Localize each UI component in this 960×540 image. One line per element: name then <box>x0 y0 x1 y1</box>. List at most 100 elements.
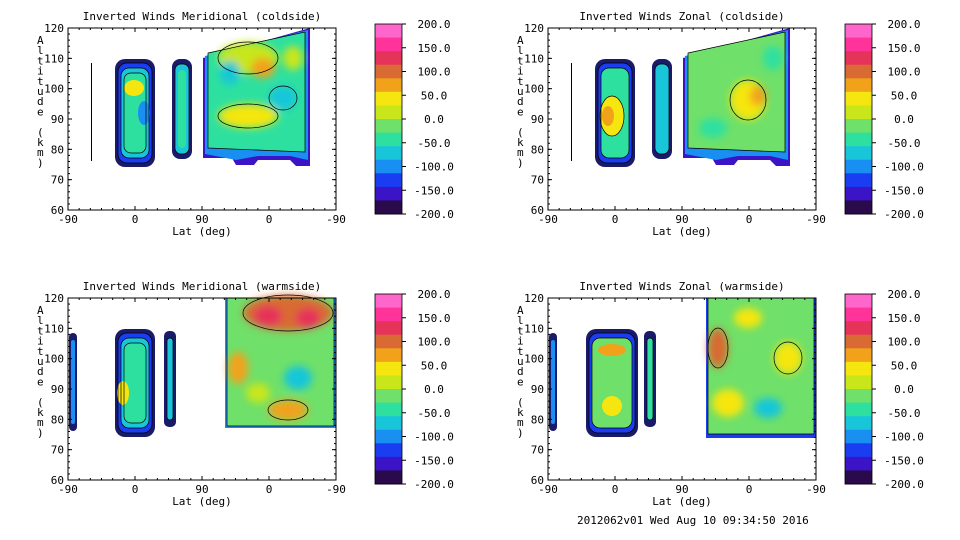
colorbar-swatch <box>375 307 402 322</box>
x-axis-label: Lat (deg) <box>652 495 712 508</box>
contour-band <box>571 63 572 161</box>
x-tick-label: -90 <box>538 483 558 496</box>
x-tick-label: 90 <box>195 483 208 496</box>
x-tick-label: 90 <box>195 213 208 226</box>
y-tick-label: 110 <box>44 322 64 335</box>
colorbar-swatch <box>375 159 402 174</box>
colorbar-swatch <box>375 389 402 404</box>
colorbar: 200.0 150.0 100.0 50.0 0.0 -50.0 -100.0 -150.0 -… <box>844 288 924 491</box>
contour-band <box>124 80 144 96</box>
colorbar-swatch <box>845 416 872 431</box>
colorbar-label: 100.0 <box>887 66 920 79</box>
x-axis-label: Lat (deg) <box>652 225 712 238</box>
x-tick-label: 0 <box>746 213 753 226</box>
y-tick-label: 80 <box>531 413 544 426</box>
panel-title: Inverted Winds Zonal (warmside) <box>579 280 784 293</box>
contour-lines <box>117 31 306 164</box>
contour-field <box>571 28 790 167</box>
colorbar-swatch <box>375 416 402 431</box>
colorbar-label: 150.0 <box>887 312 920 325</box>
y-tick-label: 70 <box>51 444 64 457</box>
y-tick-label: 100 <box>44 83 64 96</box>
colorbar-label: -100.0 <box>884 161 924 174</box>
contour-field <box>69 294 336 437</box>
x-tick-label: -90 <box>326 213 346 226</box>
colorbar-swatch <box>375 334 402 349</box>
contour-blend <box>228 295 333 420</box>
contour-band <box>138 101 150 125</box>
colorbar-swatch <box>375 105 402 120</box>
colorbar-swatch <box>375 37 402 52</box>
colorbar-swatch <box>845 24 872 39</box>
colorbar-label: 200.0 <box>887 288 920 301</box>
x-tick-label: 0 <box>612 483 619 496</box>
colorbar-label: 200.0 <box>887 18 920 31</box>
contour-band <box>551 340 555 424</box>
x-tick-label: 0 <box>132 483 139 496</box>
y-tick-label: 90 <box>531 383 544 396</box>
colorbar-swatch <box>375 24 402 39</box>
colorbar-swatch <box>375 456 402 471</box>
panel-meridional-coldside: Inverted Winds Meridional (coldside) <box>37 10 454 238</box>
contour-band <box>178 70 186 148</box>
colorbar-label: -100.0 <box>884 431 924 444</box>
colorbar-swatch <box>845 361 872 376</box>
x-tick-label: -90 <box>58 483 78 496</box>
x-axis-label: Lat (deg) <box>172 495 232 508</box>
y-tick-label: 120 <box>44 292 64 305</box>
y-tick-label: 80 <box>531 143 544 156</box>
colorbar-swatch <box>375 321 402 336</box>
y-tick-label: 90 <box>51 383 64 396</box>
y-tick-label: 70 <box>531 444 544 457</box>
x-tick-label: 0 <box>746 483 753 496</box>
colorbar-label: -150.0 <box>884 454 924 467</box>
x-tick-label: 0 <box>266 213 273 226</box>
colorbar-swatch <box>375 119 402 134</box>
colorbar-swatch <box>845 51 872 66</box>
x-tick-label: -90 <box>538 213 558 226</box>
colorbar-label: -50.0 <box>887 407 920 420</box>
colorbar-swatch <box>375 470 402 485</box>
colorbar-label: 100.0 <box>417 336 450 349</box>
colorbar-swatch <box>375 294 402 309</box>
colorbar-label: -50.0 <box>417 137 450 150</box>
contour-band <box>91 63 92 161</box>
colorbar-label: 0.0 <box>894 113 914 126</box>
colorbar-label: 50.0 <box>891 89 918 102</box>
colorbar-label: -50.0 <box>417 407 450 420</box>
x-tick-label: 0 <box>132 213 139 226</box>
colorbar-swatch <box>845 78 872 93</box>
panel-title: Inverted Winds Zonal (coldside) <box>579 10 784 23</box>
y-tick-label: 110 <box>524 322 544 335</box>
colorbar-swatch <box>375 173 402 188</box>
colorbar: 200.0 150.0 100.0 50.0 0.0 -50.0 -100.0 -150.0 -… <box>374 18 454 221</box>
colorbar-swatch <box>845 389 872 404</box>
contour-field <box>91 28 310 167</box>
panel-title: Inverted Winds Meridional (coldside) <box>83 10 321 23</box>
contour-blend <box>218 42 303 128</box>
contour-band <box>598 344 626 356</box>
colorbar-swatch <box>375 348 402 363</box>
colorbar-swatch <box>845 456 872 471</box>
colorbar-swatch <box>845 64 872 79</box>
contour-band <box>602 106 614 126</box>
x-tick-label: 0 <box>266 483 273 496</box>
contour-band <box>655 64 669 154</box>
colorbar-swatch <box>845 91 872 106</box>
colorbar-label: -150.0 <box>414 184 454 197</box>
x-tick-label: -90 <box>806 213 826 226</box>
y-tick-label: 100 <box>524 83 544 96</box>
colorbar-swatch <box>845 429 872 444</box>
colorbar-label: 50.0 <box>421 89 448 102</box>
colorbar-swatch <box>845 146 872 161</box>
colorbar-label: 50.0 <box>891 359 918 372</box>
footer-timestamp: 2012062v01 Wed Aug 10 09:34:50 2016 <box>577 514 809 527</box>
colorbar-swatch <box>375 51 402 66</box>
y-tick-label: 80 <box>51 413 64 426</box>
y-tick-label: 120 <box>44 22 64 35</box>
colorbar-label: 150.0 <box>417 312 450 325</box>
